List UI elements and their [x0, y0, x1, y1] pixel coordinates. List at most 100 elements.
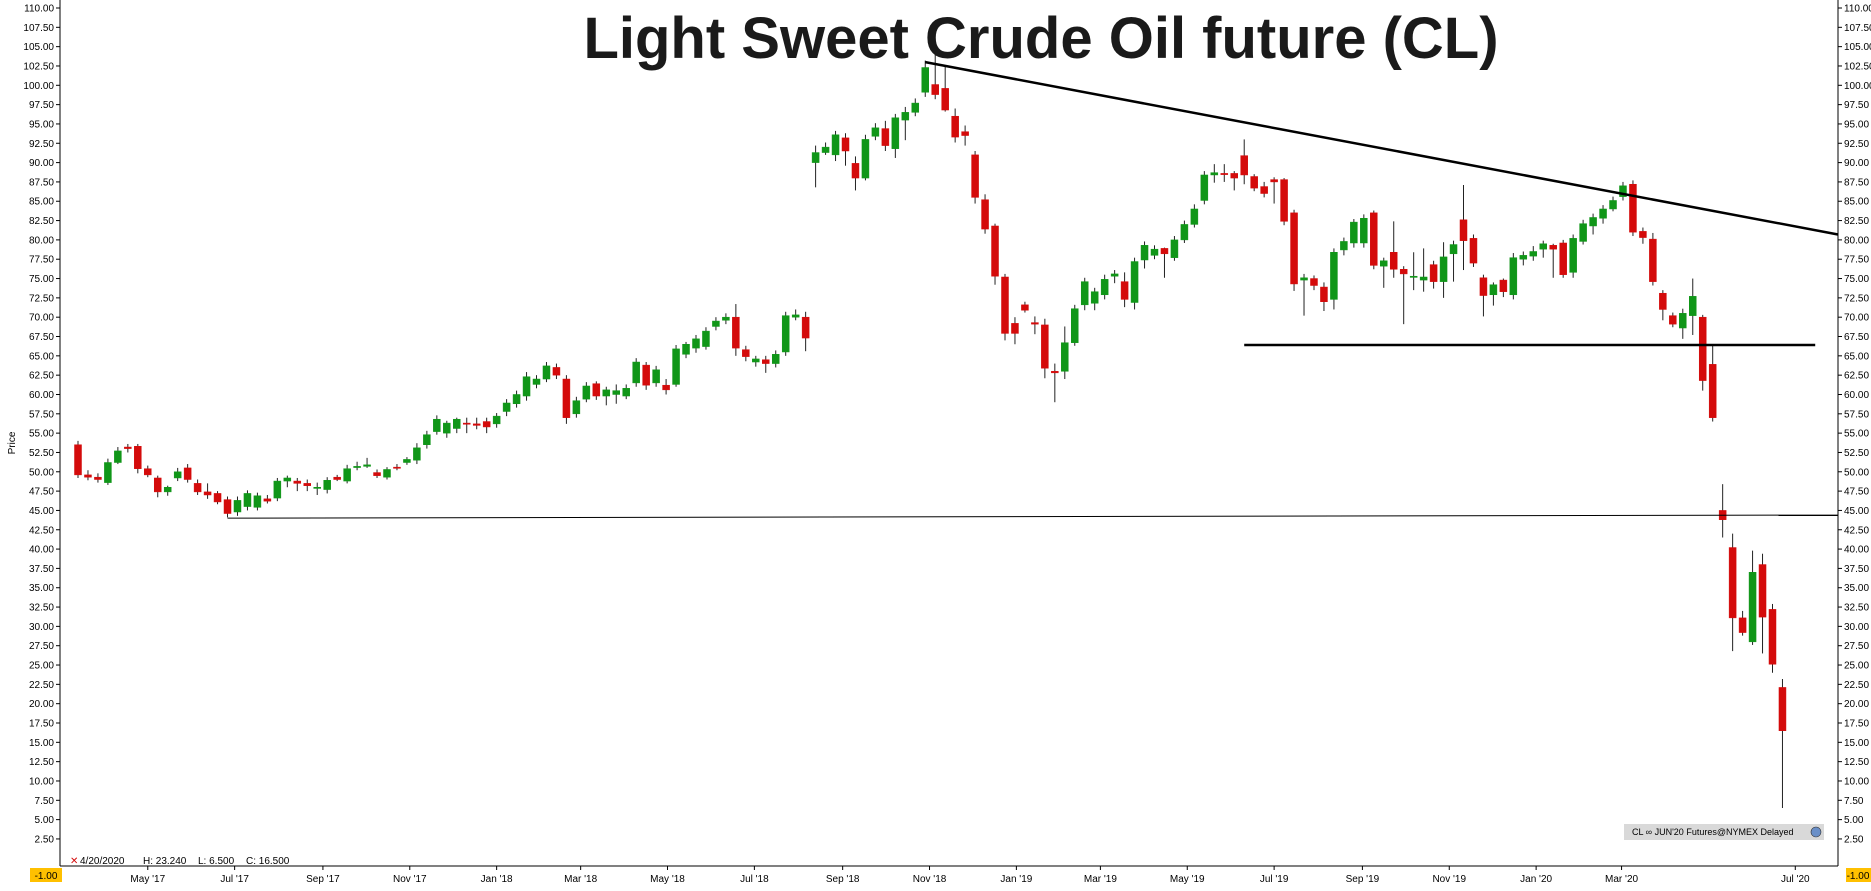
- candle-up: [1300, 273, 1308, 316]
- candle-body: [662, 384, 670, 391]
- candle-body: [1439, 256, 1448, 282]
- candle-body: [393, 466, 401, 469]
- y-tick-label-right: 27.50: [1844, 641, 1869, 652]
- candle-down: [991, 223, 999, 285]
- candle-body: [771, 354, 780, 364]
- candle-body: [592, 383, 601, 397]
- candle-body: [781, 315, 790, 353]
- candle-body: [1748, 572, 1757, 643]
- x-tick-label: Mar '18: [564, 874, 597, 885]
- candle-body: [293, 480, 302, 484]
- candle-body: [1031, 322, 1039, 325]
- candle-body: [1120, 281, 1129, 300]
- candle-up: [1071, 304, 1079, 346]
- y-tick-label-left: 27.50: [29, 641, 54, 652]
- resistance-trendline[interactable]: [925, 60, 1839, 236]
- candle-body: [1469, 238, 1478, 264]
- candle-body: [144, 468, 152, 476]
- y-tick-label-right: 40.00: [1844, 545, 1869, 556]
- x-tick-label: Jan '19: [1000, 874, 1032, 885]
- y-tick-label-right: 57.50: [1844, 409, 1869, 420]
- y-tick-label-right: 97.50: [1844, 100, 1869, 111]
- candle-up: [1529, 246, 1538, 261]
- x-tick-label: Sep '19: [1346, 874, 1380, 885]
- candle-body: [1330, 252, 1338, 300]
- candle-up: [572, 396, 581, 418]
- candle-up: [353, 461, 361, 471]
- candle-body: [981, 199, 989, 230]
- y-tick-label-left: 60.00: [29, 390, 54, 401]
- y-tick-label-right: 67.50: [1844, 332, 1869, 343]
- info-date: 4/20/2020: [80, 856, 125, 867]
- candle-up: [672, 345, 680, 387]
- candle-down: [333, 474, 341, 482]
- close-x-icon[interactable]: ✕: [70, 856, 78, 867]
- candle-up: [1509, 253, 1518, 300]
- candle-down: [981, 194, 989, 234]
- candle-down: [303, 479, 312, 492]
- candle-up: [492, 413, 501, 428]
- candle-body: [1399, 269, 1408, 275]
- globe-icon: [1810, 826, 1822, 838]
- candle-body: [243, 493, 252, 507]
- price-flag-right: -1.00: [1846, 868, 1871, 882]
- y-tick-label-left: 50.00: [29, 467, 54, 478]
- candle-body: [353, 466, 361, 468]
- candle-up: [403, 457, 411, 465]
- candle-body: [443, 422, 451, 434]
- candle-up: [512, 390, 521, 408]
- candle-body: [403, 459, 411, 463]
- candle-body: [193, 483, 202, 493]
- candle-up: [383, 467, 391, 480]
- y-tick-label-left: 47.50: [29, 487, 54, 498]
- y-tick-label-right: 105.00: [1844, 42, 1871, 53]
- candle-body: [502, 402, 511, 412]
- candle-body: [1639, 231, 1647, 238]
- trendlines-layer[interactable]: [227, 60, 1839, 519]
- candle-down: [1708, 344, 1717, 422]
- price-flag-right-box: [1846, 868, 1871, 882]
- candle-down: [1041, 318, 1049, 379]
- y-tick-label-left: 15.00: [29, 738, 54, 749]
- candle-body: [702, 330, 710, 347]
- candle-up: [1190, 204, 1199, 228]
- candle-up: [1519, 251, 1528, 266]
- instrument-badge[interactable]: CL ∞ JUN'20 Futures@NYMEX Delayed: [1624, 824, 1824, 840]
- candle-up: [283, 475, 292, 488]
- candle-body: [1310, 278, 1318, 286]
- candle-up: [712, 317, 720, 331]
- x-tick-label: Jul '19: [1260, 874, 1289, 885]
- candle-body: [173, 471, 182, 479]
- candle-body: [891, 117, 900, 149]
- candle-body: [104, 462, 112, 483]
- y-tick-label-left: 55.00: [29, 429, 54, 440]
- y-tick-label-left: 20.00: [29, 699, 54, 710]
- x-axis: May '17 Jul '17 Sep '17 Nov '17 Jan '18 Mar '…: [60, 865, 1838, 885]
- candle-body: [1409, 275, 1418, 278]
- x-tick-label: Nov '19: [1432, 874, 1466, 885]
- y-tick-label-right: 102.50: [1844, 61, 1871, 72]
- y-tick-label-right: 25.00: [1844, 661, 1869, 672]
- x-tick-label: Nov '18: [913, 874, 947, 885]
- candle-body: [851, 163, 860, 179]
- candle-down: [193, 479, 202, 495]
- y-tick-label-right: 70.00: [1844, 313, 1869, 324]
- candle-up: [1330, 248, 1338, 310]
- candle-body: [941, 88, 949, 111]
- y-tick-label-right: 90.00: [1844, 158, 1869, 169]
- candle-up: [911, 98, 920, 117]
- candle-down: [732, 304, 740, 356]
- long-term-support-line[interactable]: [227, 514, 1839, 519]
- candle-body: [1589, 217, 1597, 227]
- candle-body: [273, 480, 282, 499]
- candle-body: [572, 400, 581, 415]
- candle-body: [1011, 323, 1019, 334]
- candle-body: [871, 127, 880, 137]
- candle-up: [1170, 236, 1179, 261]
- candle-body: [1041, 324, 1049, 369]
- y-tick-label-right: 47.50: [1844, 487, 1869, 498]
- candle-down: [1728, 533, 1737, 652]
- candle-up: [453, 417, 461, 434]
- x-tick-label: Jan '20: [1520, 874, 1552, 885]
